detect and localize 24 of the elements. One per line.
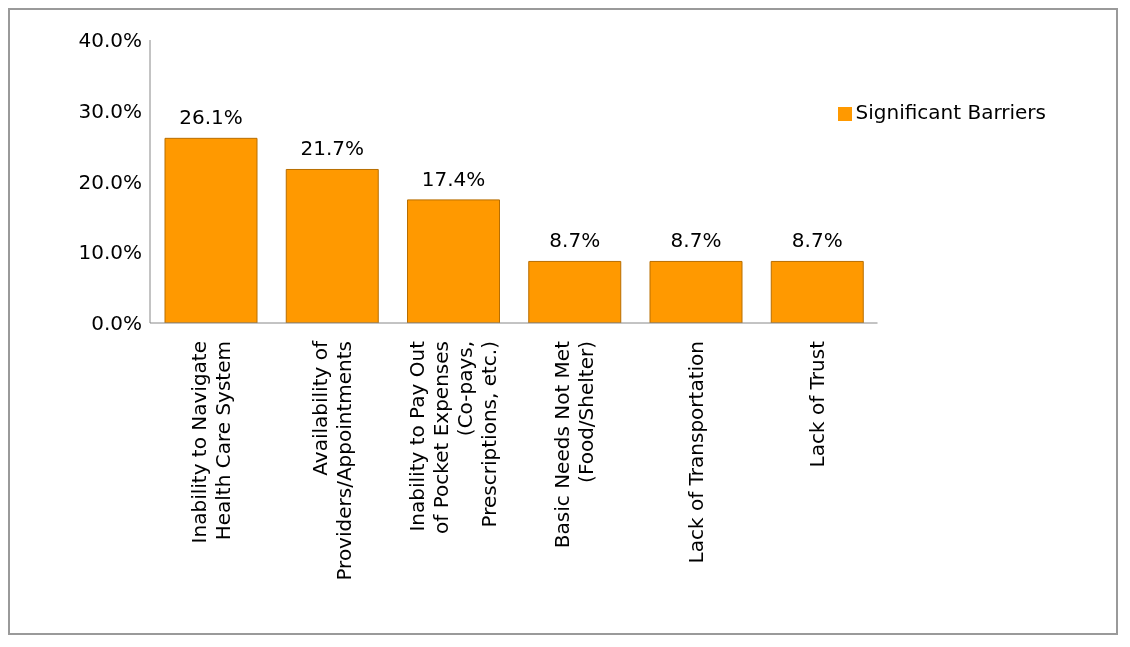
data-label: 17.4%	[421, 166, 486, 191]
bar	[528, 260, 622, 323]
data-label: 8.7%	[670, 228, 722, 253]
x-tick-label: Lack of Trust	[804, 340, 829, 468]
bar	[770, 260, 864, 323]
bar	[649, 260, 743, 323]
y-tick-label: 10.0%	[78, 240, 142, 265]
bar	[407, 199, 501, 323]
bar	[164, 137, 258, 323]
y-tick-label: 30.0%	[78, 98, 142, 123]
y-tick-label: 0.0%	[91, 311, 142, 336]
data-label: 26.1%	[179, 105, 243, 130]
x-tick-label: Lack of Transportation	[683, 341, 708, 564]
legend-label: Significant Barriers	[855, 100, 1046, 124]
data-label: 21.7%	[300, 136, 365, 161]
x-tick-label: Basic Needs Not Met (Food/Shelter)	[550, 340, 599, 549]
data-label: 8.7%	[791, 228, 843, 253]
x-tick-label: Inability to Pay Out of Pocket Expenses (Co-pays, Prescriptions, etc.)	[405, 340, 502, 534]
x-tick-label: Availability of Providers/Appointments	[307, 340, 356, 581]
y-tick-label: 20.0%	[78, 169, 142, 194]
bar	[285, 168, 379, 323]
x-tick-label: Inability to Navigate Health Care System	[186, 341, 235, 544]
data-label: 8.7%	[549, 228, 601, 253]
y-tick-label: 40.0%	[78, 28, 142, 53]
